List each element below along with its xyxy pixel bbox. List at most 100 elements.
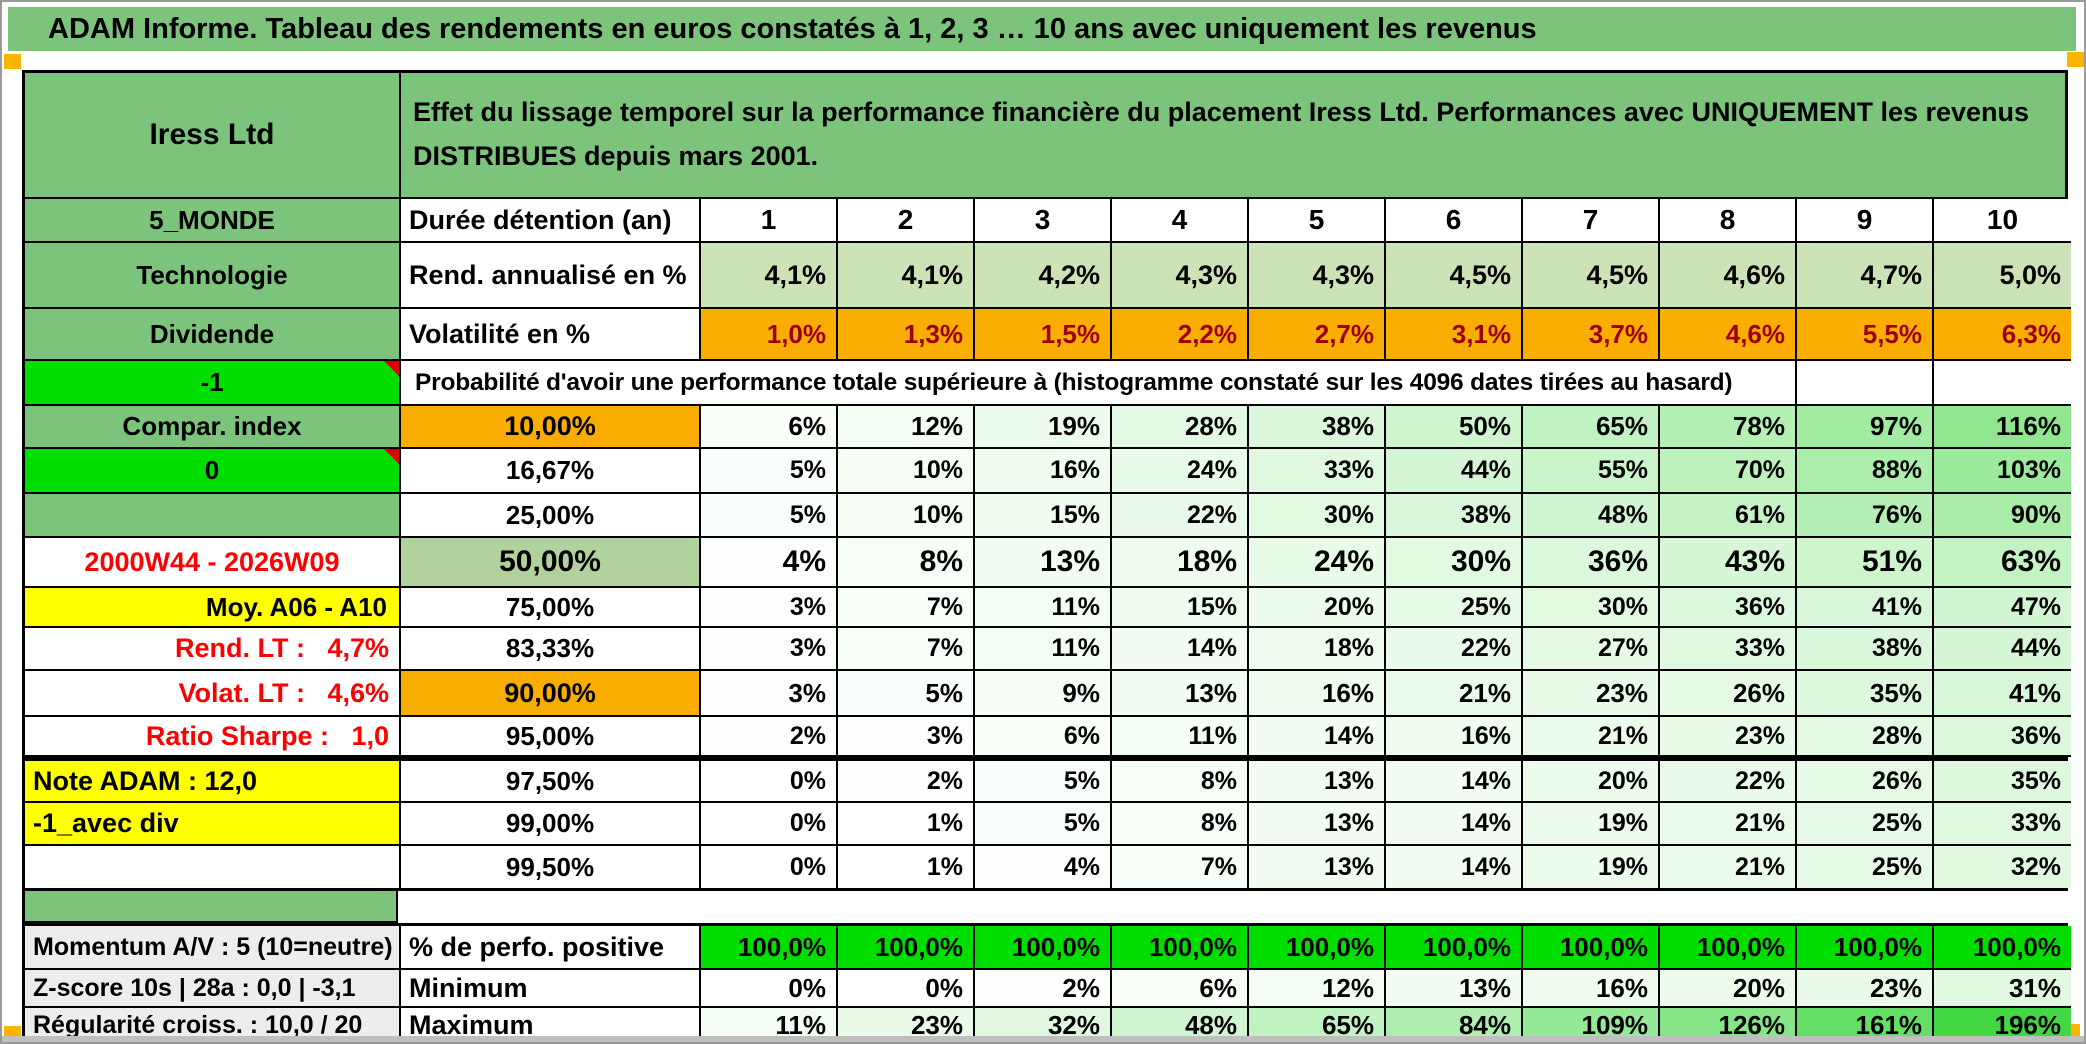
label-cell-min[interactable]: Z-score 10s | 28a : 0,0 | -3,1 [25, 970, 401, 1008]
value-cell-perfpos-y8[interactable]: 100,0% [1660, 926, 1797, 970]
value-cell-rend-y8[interactable]: 4,6% [1660, 243, 1797, 309]
value-cell-p995-y8[interactable]: 21% [1660, 846, 1797, 888]
value-cell-volat-y10[interactable]: 6,3% [1934, 309, 2071, 361]
value-cell-p975-y3[interactable]: 5% [975, 761, 1112, 803]
value-cell-p99-y7[interactable]: 19% [1523, 803, 1660, 846]
value-cell-min-y5[interactable]: 12% [1249, 970, 1386, 1008]
fund-name-cell[interactable]: Iress Ltd [25, 73, 401, 199]
value-cell-min-y10[interactable]: 31% [1934, 970, 2071, 1008]
value-cell-volat-y1[interactable]: 1,0% [701, 309, 838, 361]
metric-cell-volat[interactable]: Volatilité en % [401, 309, 701, 361]
value-cell-p90-y10[interactable]: 41% [1934, 671, 2071, 717]
value-cell-p1667-y9[interactable]: 88% [1797, 449, 1934, 494]
value-cell-p95-y3[interactable]: 6% [975, 717, 1112, 757]
value-cell-p8333-y8[interactable]: 33% [1660, 628, 1797, 671]
value-cell-p90-y5[interactable]: 16% [1249, 671, 1386, 717]
value-cell-volat-y6[interactable]: 3,1% [1386, 309, 1523, 361]
value-cell-p995-y1[interactable]: 0% [701, 846, 838, 888]
metric-cell-duration[interactable]: Durée détention (an) [401, 199, 701, 243]
value-cell-p25-y8[interactable]: 61% [1660, 494, 1797, 538]
value-cell-p99-y10[interactable]: 33% [1934, 803, 2071, 846]
value-cell-p50-y10[interactable]: 63% [1934, 538, 2071, 588]
value-cell-duration-y3[interactable]: 3 [975, 199, 1112, 243]
label-cell-p1667[interactable]: 0 [25, 449, 401, 494]
label-cell-p99[interactable]: -1_avec div [25, 803, 401, 846]
value-cell-p90-y7[interactable]: 23% [1523, 671, 1660, 717]
metric-cell-p995[interactable]: 99,50% [401, 846, 701, 888]
value-cell-p50-y9[interactable]: 51% [1797, 538, 1934, 588]
value-cell-p975-y7[interactable]: 20% [1523, 761, 1660, 803]
value-cell-p75-y10[interactable]: 47% [1934, 588, 2071, 628]
value-cell-p75-y9[interactable]: 41% [1797, 588, 1934, 628]
value-cell-p25-y10[interactable]: 90% [1934, 494, 2071, 538]
value-cell-p1667-y6[interactable]: 44% [1386, 449, 1523, 494]
value-cell-p50-y4[interactable]: 18% [1112, 538, 1249, 588]
value-cell-p95-y9[interactable]: 28% [1797, 717, 1934, 757]
value-cell-volat-y4[interactable]: 2,2% [1112, 309, 1249, 361]
value-cell-p25-y9[interactable]: 76% [1797, 494, 1934, 538]
value-cell-duration-y6[interactable]: 6 [1386, 199, 1523, 243]
value-cell-p90-y9[interactable]: 35% [1797, 671, 1934, 717]
value-cell-rend-y9[interactable]: 4,7% [1797, 243, 1934, 309]
label-cell-p975[interactable]: Note ADAM : 12,0 [25, 761, 401, 803]
value-cell-p1667-y7[interactable]: 55% [1523, 449, 1660, 494]
value-cell-duration-y9[interactable]: 9 [1797, 199, 1934, 243]
value-cell-p90-y8[interactable]: 26% [1660, 671, 1797, 717]
value-cell-p8333-y10[interactable]: 44% [1934, 628, 2071, 671]
value-cell-p90-y4[interactable]: 13% [1112, 671, 1249, 717]
value-cell-p90-y3[interactable]: 9% [975, 671, 1112, 717]
value-cell-p99-y6[interactable]: 14% [1386, 803, 1523, 846]
value-cell-p25-y6[interactable]: 38% [1386, 494, 1523, 538]
value-cell-p90-y2[interactable]: 5% [838, 671, 975, 717]
value-cell-p95-y10[interactable]: 36% [1934, 717, 2071, 757]
value-cell-p975-y5[interactable]: 13% [1249, 761, 1386, 803]
value-cell-p50-y5[interactable]: 24% [1249, 538, 1386, 588]
value-cell-p75-y2[interactable]: 7% [838, 588, 975, 628]
value-cell-volat-y7[interactable]: 3,7% [1523, 309, 1660, 361]
value-cell-p995-y9[interactable]: 25% [1797, 846, 1934, 888]
value-cell-p10-y10[interactable]: 116% [1934, 406, 2071, 449]
value-cell-p25-y2[interactable]: 10% [838, 494, 975, 538]
value-cell-p995-y7[interactable]: 19% [1523, 846, 1660, 888]
value-cell-volat-y5[interactable]: 2,7% [1249, 309, 1386, 361]
value-cell-p90-y6[interactable]: 21% [1386, 671, 1523, 717]
value-cell-p10-y4[interactable]: 28% [1112, 406, 1249, 449]
value-cell-p1667-y3[interactable]: 16% [975, 449, 1112, 494]
probability-caption-cell[interactable]: Probabilité d'avoir une performance tota… [401, 361, 1797, 406]
value-cell-p99-y3[interactable]: 5% [975, 803, 1112, 846]
label-cell-p10[interactable]: Compar. index [25, 406, 401, 449]
label-cell-p50[interactable]: 2000W44 - 2026W09 [25, 538, 401, 588]
value-cell-p99-y2[interactable]: 1% [838, 803, 975, 846]
value-cell-p8333-y1[interactable]: 3% [701, 628, 838, 671]
label-cell-rend[interactable]: Technologie [25, 243, 401, 309]
value-cell-duration-y5[interactable]: 5 [1249, 199, 1386, 243]
value-cell-min-y1[interactable]: 0% [701, 970, 838, 1008]
value-cell-p25-y1[interactable]: 5% [701, 494, 838, 538]
metric-cell-p975[interactable]: 97,50% [401, 761, 701, 803]
value-cell-p50-y3[interactable]: 13% [975, 538, 1112, 588]
metric-cell-p90[interactable]: 90,00% [401, 671, 701, 717]
value-cell-p975-y10[interactable]: 35% [1934, 761, 2071, 803]
value-cell-p25-y5[interactable]: 30% [1249, 494, 1386, 538]
value-cell-p8333-y4[interactable]: 14% [1112, 628, 1249, 671]
value-cell-volat-y3[interactable]: 1,5% [975, 309, 1112, 361]
spacer-green-cell[interactable] [22, 891, 398, 923]
value-cell-p1667-y10[interactable]: 103% [1934, 449, 2071, 494]
label-cell-perfpos[interactable]: Momentum A/V : 5 (10=neutre) [25, 926, 401, 970]
value-cell-duration-y7[interactable]: 7 [1523, 199, 1660, 243]
label-cell-p95[interactable]: Ratio Sharpe : 1,0 [25, 717, 401, 757]
value-cell-p75-y5[interactable]: 20% [1249, 588, 1386, 628]
value-cell-min-y9[interactable]: 23% [1797, 970, 1934, 1008]
value-cell-p8333-y5[interactable]: 18% [1249, 628, 1386, 671]
label-cell-p995[interactable] [25, 846, 401, 888]
table-description-cell[interactable]: Effet du lissage temporel sur la perform… [401, 73, 2065, 199]
metric-cell-p1667[interactable]: 16,67% [401, 449, 701, 494]
value-cell-p1667-y5[interactable]: 33% [1249, 449, 1386, 494]
value-cell-p99-y1[interactable]: 0% [701, 803, 838, 846]
value-cell-p50-y7[interactable]: 36% [1523, 538, 1660, 588]
value-cell-p95-y2[interactable]: 3% [838, 717, 975, 757]
value-cell-p95-y5[interactable]: 14% [1249, 717, 1386, 757]
value-cell-volat-y2[interactable]: 1,3% [838, 309, 975, 361]
metric-cell-p10[interactable]: 10,00% [401, 406, 701, 449]
value-cell-p10-y9[interactable]: 97% [1797, 406, 1934, 449]
